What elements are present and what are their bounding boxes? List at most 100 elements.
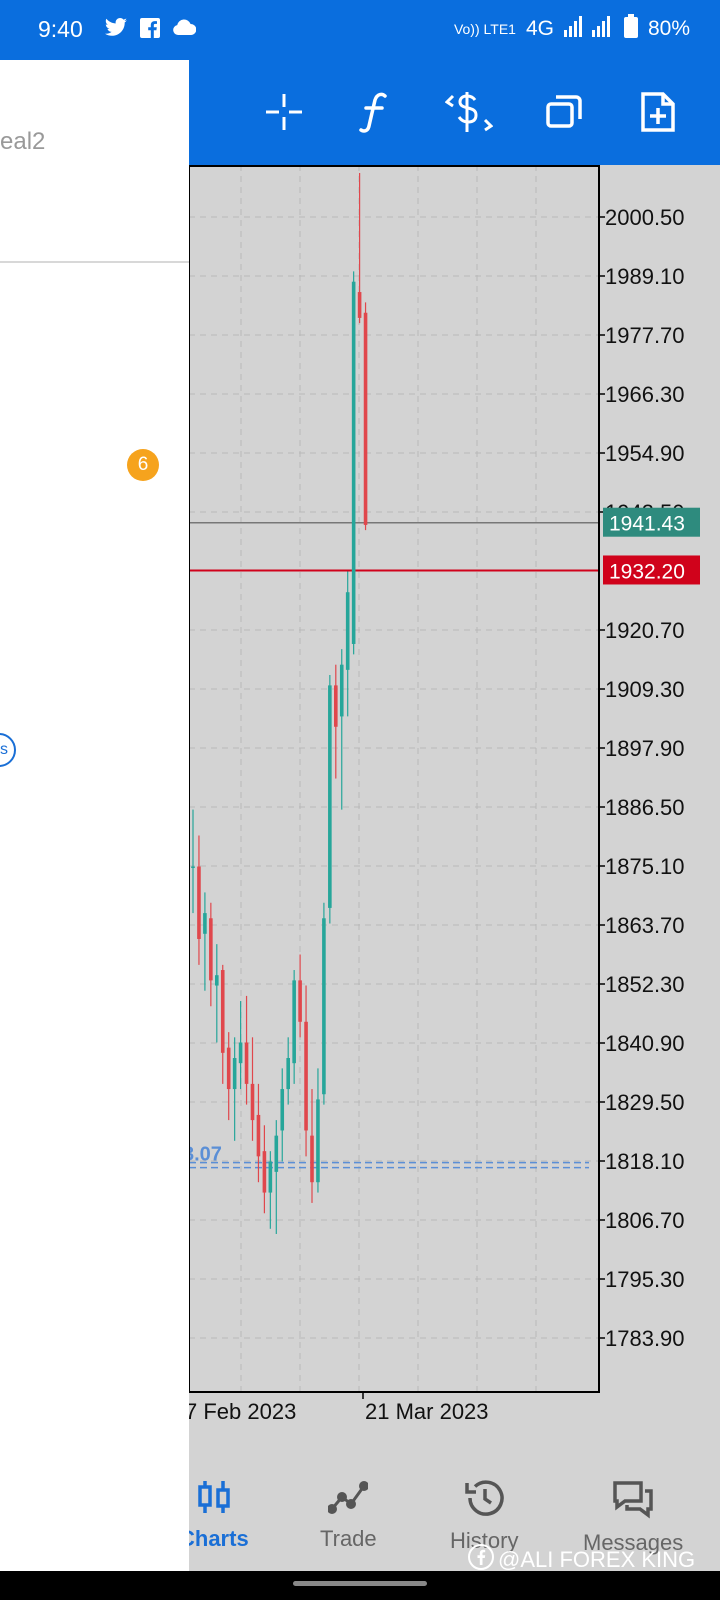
bottom-nav: Charts Trade History Messages	[179, 1455, 720, 1571]
history-icon	[464, 1479, 504, 1522]
candle	[345, 571, 350, 717]
candle-body	[268, 1161, 273, 1193]
candle-body	[232, 1058, 237, 1090]
price-tick-label: 1840.90	[605, 1031, 685, 1056]
candle	[226, 1032, 231, 1121]
candle	[328, 675, 332, 924]
plot-frame	[189, 165, 600, 1393]
candle-body	[328, 685, 332, 908]
volte-indicator: Vo)) LTE1	[453, 21, 516, 37]
candle-body	[203, 913, 207, 934]
candle	[203, 892, 207, 991]
new-order-icon[interactable]	[634, 88, 682, 136]
candle-body	[316, 1099, 320, 1183]
candle-body	[286, 1058, 290, 1090]
price-tick-label: 1783.90	[605, 1326, 685, 1351]
windows-icon[interactable]	[540, 88, 588, 136]
price-tick-label: 1897.90	[605, 736, 685, 761]
candle	[215, 944, 219, 1043]
candle-body	[262, 1151, 267, 1193]
time-axis: 7 Feb 2023 21 Mar 2023	[189, 1391, 489, 1424]
candle-body	[304, 1021, 308, 1131]
candle-body	[256, 1114, 261, 1157]
nav-trade[interactable]: Trade	[320, 1479, 377, 1552]
candle	[316, 1068, 320, 1193]
drawer-account-label[interactable]: eal2	[0, 128, 46, 155]
status-time: 9:40	[38, 16, 83, 42]
nav-charts-label: Charts	[179, 1526, 249, 1551]
candle	[268, 1151, 273, 1229]
candle	[197, 835, 201, 965]
bid-price-tag	[603, 507, 700, 537]
nav-history[interactable]: History	[450, 1479, 518, 1554]
bid-price-label: 1941.43	[609, 513, 685, 536]
trade-icon[interactable]	[445, 88, 493, 136]
candle-body	[357, 292, 362, 318]
battery-icon	[623, 14, 638, 44]
candle-body	[238, 1042, 243, 1064]
messages-icon	[611, 1479, 655, 1524]
candle-body	[363, 312, 368, 525]
system-gesture-area	[0, 1571, 720, 1600]
watermark: @ALI FOREX KING	[468, 1544, 695, 1576]
status-bar: 9:40 Vo)) LTE1 4G 80%	[0, 0, 720, 60]
price-axis: 2000.501989.101977.701966.301954.901943.…	[599, 205, 700, 1351]
status-notification-icons	[104, 18, 196, 38]
nav-charts[interactable]: Charts	[179, 1479, 249, 1552]
price-tick-label: 1852.30	[605, 972, 685, 997]
candle-body	[274, 1135, 279, 1172]
candle-body	[209, 918, 213, 981]
chart-toolbar	[189, 60, 720, 165]
candle	[191, 809, 195, 914]
cloud-icon	[172, 18, 196, 38]
signal-icon	[563, 15, 614, 43]
price-tick-label: 1806.70	[605, 1208, 685, 1233]
price-tick-label: 1920.70	[605, 618, 685, 643]
candle	[250, 1037, 255, 1141]
candle	[339, 649, 344, 810]
candle	[322, 902, 326, 1105]
candle-body	[310, 1135, 314, 1183]
candle-body	[197, 866, 201, 939]
gesture-handle[interactable]	[293, 1581, 427, 1586]
candle	[351, 271, 356, 655]
nav-messages[interactable]: Messages	[583, 1479, 683, 1556]
candle-body	[339, 664, 344, 717]
twitter-icon	[104, 18, 128, 38]
price-tick-label: 1954.90	[605, 441, 685, 466]
candle-body	[334, 685, 338, 727]
price-tick-label: 1795.30	[605, 1267, 685, 1292]
candlestick-chart[interactable]: 3.07 2000.50 1989.10 1977.70 1966.30 1954.90…	[189, 165, 720, 1455]
charts-icon	[197, 1479, 231, 1520]
drawer-divider	[0, 261, 189, 263]
candle	[280, 1068, 285, 1162]
candle	[220, 964, 225, 1084]
candle	[244, 995, 249, 1105]
watermark-text: @ALI FOREX KING	[498, 1547, 696, 1572]
indicators-icon[interactable]	[350, 88, 398, 136]
candle	[238, 1001, 243, 1090]
price-tick-label: 2000.50	[605, 205, 685, 230]
candle	[286, 1037, 290, 1105]
ask-price-label: 1932.20	[609, 560, 685, 583]
price-level-lines: 3.07	[189, 521, 599, 1169]
candle-body	[345, 592, 350, 670]
candle-body	[298, 980, 302, 1022]
crosshair-icon[interactable]	[260, 88, 308, 136]
candle	[310, 1089, 314, 1203]
candle	[209, 902, 213, 1007]
candle-body	[244, 1042, 249, 1084]
price-tick-label: 1909.30	[605, 677, 685, 702]
drawer-menu-item-icon[interactable]: s	[0, 733, 16, 767]
candle	[262, 1125, 267, 1214]
battery-percent: 80%	[647, 17, 690, 40]
candle-body	[280, 1089, 285, 1131]
candle-body	[220, 970, 225, 1053]
price-tick-label: 1875.10	[605, 854, 685, 879]
price-tick-label: 1977.70	[605, 323, 685, 348]
price-tick-label: 1818.10	[605, 1149, 685, 1174]
drawer-notification-badge: 6	[127, 449, 159, 481]
price-chart[interactable]: 3.07 2000.50 1989.10 1977.70 1966.30 1954.90…	[189, 165, 720, 1455]
candle-body	[351, 281, 356, 644]
candle	[232, 1037, 237, 1141]
